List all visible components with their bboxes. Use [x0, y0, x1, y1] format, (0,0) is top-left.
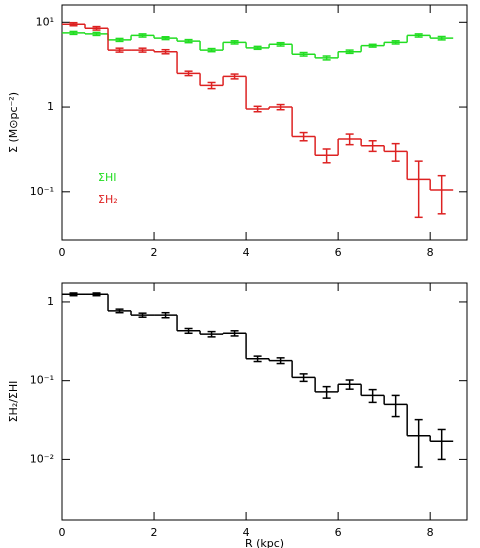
panel: 10¹ 1 10⁻¹ 0 2 4 6 8 Σ (M⊙pc⁻²) ΣHI ΣH₂ — [7, 4, 468, 259]
x-tick-label: 4 — [243, 246, 250, 259]
panel: 1 10⁻¹ 10⁻² 0 2 4 6 8 ΣH₂/ΣHI R (kpc) — [7, 282, 468, 548]
y-tick-label: 1 — [47, 295, 54, 308]
y-axis-label: ΣH₂/ΣHI — [7, 381, 20, 423]
x-tick-label: 6 — [335, 246, 342, 259]
y-tick-label: 10⁻¹ — [30, 374, 54, 387]
plot-frame — [61, 4, 468, 241]
x-tick-label: 2 — [151, 526, 158, 539]
legend-label: ΣH₂ — [98, 193, 118, 206]
y-tick-label: 10¹ — [36, 15, 54, 28]
y-tick-label: 1 — [47, 100, 54, 113]
legend-label: ΣHI — [98, 171, 116, 184]
x-tick-label: 4 — [243, 526, 250, 539]
x-axis-label: R (kpc) — [245, 537, 284, 548]
x-tick-label: 0 — [59, 246, 66, 259]
x-tick-label: 8 — [427, 526, 434, 539]
x-tick-label: 2 — [151, 246, 158, 259]
x-tick-label: 0 — [59, 526, 66, 539]
x-tick-label: 8 — [427, 246, 434, 259]
y-tick-label: 10⁻¹ — [30, 185, 54, 198]
y-axis-label: Σ (M⊙pc⁻²) — [7, 92, 20, 153]
plot-frame — [61, 282, 468, 521]
y-tick-label: 10⁻² — [30, 452, 54, 465]
x-tick-label: 6 — [335, 526, 342, 539]
